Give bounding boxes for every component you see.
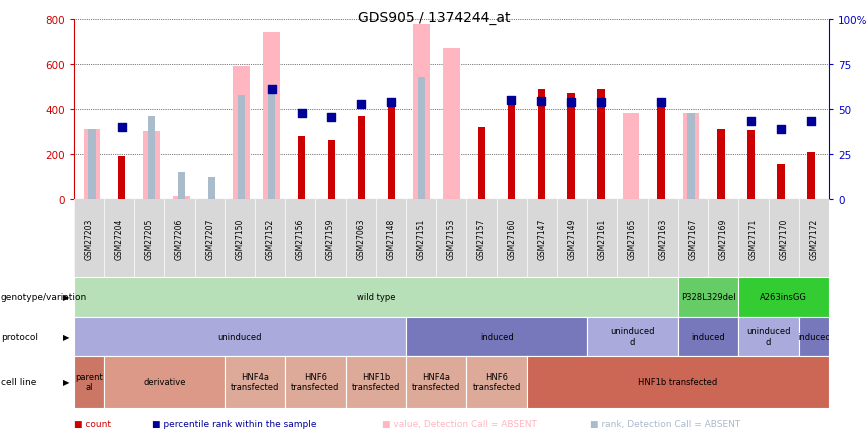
Bar [747, 131, 755, 200]
Text: ■ count: ■ count [74, 419, 111, 427]
Point [115, 124, 128, 131]
Bar [118, 157, 126, 200]
Bar [83, 130, 100, 200]
Text: GSM27156: GSM27156 [296, 218, 305, 260]
Text: GSM27204: GSM27204 [115, 218, 123, 260]
Text: ■ value, Detection Call = ABSENT: ■ value, Detection Call = ABSENT [382, 419, 536, 427]
Bar [238, 96, 246, 200]
Point [504, 97, 518, 104]
Point [385, 99, 398, 106]
Point [595, 99, 608, 106]
Text: GSM27170: GSM27170 [779, 218, 788, 260]
Text: GSM27148: GSM27148 [386, 218, 396, 259]
Text: GSM27160: GSM27160 [507, 218, 516, 260]
Bar [174, 196, 190, 200]
Point [294, 111, 308, 118]
Text: GSM27203: GSM27203 [84, 218, 94, 260]
Point [744, 118, 758, 125]
Text: GSM27161: GSM27161 [598, 218, 607, 259]
Text: uninduced
d: uninduced d [746, 327, 791, 346]
Bar [568, 94, 575, 200]
Bar [418, 78, 425, 200]
Bar [263, 33, 279, 200]
Text: HNF1b
transfected: HNF1b transfected [352, 372, 400, 391]
Text: GSM27165: GSM27165 [628, 218, 637, 260]
Bar [807, 152, 815, 200]
Text: ■ rank, Detection Call = ABSENT: ■ rank, Detection Call = ABSENT [590, 419, 740, 427]
Point [654, 99, 668, 106]
Point [804, 118, 818, 125]
Text: GSM27151: GSM27151 [417, 218, 425, 259]
Bar [268, 89, 275, 200]
Text: uninduced
d: uninduced d [610, 327, 654, 346]
Bar [88, 130, 95, 200]
Text: induced: induced [691, 332, 725, 341]
Text: induced: induced [480, 332, 514, 341]
Bar [298, 137, 306, 200]
Text: uninduced: uninduced [218, 332, 262, 341]
Bar [328, 141, 335, 200]
Text: A263insGG: A263insGG [760, 293, 807, 302]
Text: GSM27163: GSM27163 [658, 218, 667, 260]
Text: GSM27153: GSM27153 [447, 218, 456, 260]
Text: GSM27159: GSM27159 [326, 218, 335, 260]
Bar [597, 89, 605, 200]
Bar [623, 114, 640, 200]
Text: derivative: derivative [143, 378, 186, 386]
Bar [687, 114, 695, 200]
Text: ▶: ▶ [63, 332, 69, 341]
Bar [657, 107, 665, 200]
Point [265, 86, 279, 93]
Text: GSM27169: GSM27169 [719, 218, 727, 260]
Bar [683, 114, 700, 200]
Text: GSM27150: GSM27150 [235, 218, 245, 260]
Text: HNF6
transfected: HNF6 transfected [472, 372, 521, 391]
Bar [233, 67, 250, 200]
Text: HNF4a
transfected: HNF4a transfected [412, 372, 460, 391]
Text: cell line: cell line [1, 378, 36, 386]
Point [774, 126, 788, 133]
Text: GSM27171: GSM27171 [749, 218, 758, 259]
Bar [777, 165, 785, 200]
Text: GSM27167: GSM27167 [688, 218, 698, 260]
Bar [207, 177, 215, 200]
Text: HNF1b transfected: HNF1b transfected [638, 378, 718, 386]
Text: ■ percentile rank within the sample: ■ percentile rank within the sample [152, 419, 317, 427]
Text: P328L329del: P328L329del [681, 293, 735, 302]
Bar [537, 89, 545, 200]
Bar [508, 103, 515, 200]
Bar [477, 128, 485, 200]
Text: genotype/variation: genotype/variation [1, 293, 87, 302]
Text: wild type: wild type [357, 293, 395, 302]
Text: GDS905 / 1374244_at: GDS905 / 1374244_at [358, 11, 510, 25]
Text: GSM27152: GSM27152 [266, 218, 274, 259]
Text: induced: induced [797, 332, 831, 341]
Text: GSM27172: GSM27172 [809, 218, 819, 259]
Text: protocol: protocol [1, 332, 38, 341]
Text: GSM27206: GSM27206 [175, 218, 184, 260]
Bar [388, 105, 395, 200]
Bar [444, 49, 459, 200]
Text: GSM27063: GSM27063 [356, 218, 365, 260]
Text: ▶: ▶ [63, 293, 69, 302]
Bar [148, 116, 155, 200]
Bar [358, 116, 365, 200]
Bar [413, 25, 430, 200]
Bar [717, 130, 725, 200]
Text: GSM27207: GSM27207 [205, 218, 214, 260]
Text: HNF6
transfected: HNF6 transfected [292, 372, 339, 391]
Text: parent
al: parent al [75, 372, 102, 391]
Bar [143, 132, 160, 200]
Text: ▶: ▶ [63, 378, 69, 386]
Point [325, 114, 339, 121]
Point [564, 99, 578, 106]
Text: GSM27147: GSM27147 [537, 218, 547, 260]
Text: HNF4a
transfected: HNF4a transfected [231, 372, 279, 391]
Text: GSM27205: GSM27205 [145, 218, 154, 260]
Point [535, 98, 549, 105]
Text: GSM27149: GSM27149 [568, 218, 576, 260]
Bar [178, 173, 186, 200]
Text: GSM27157: GSM27157 [477, 218, 486, 260]
Point [354, 102, 368, 108]
